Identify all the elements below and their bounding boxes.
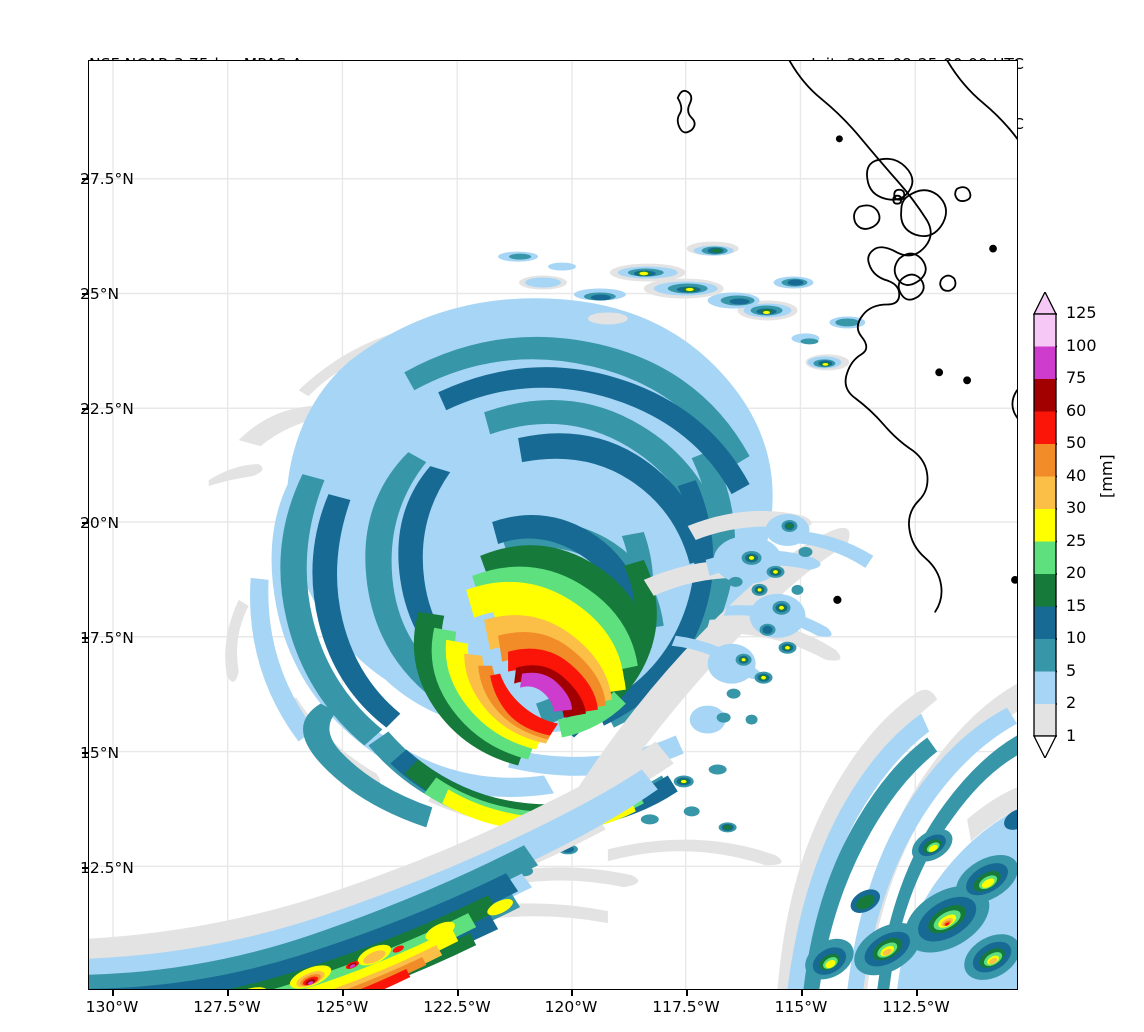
ytick-mark <box>82 408 88 410</box>
cbar-label-25: 25 <box>1066 531 1087 550</box>
cbar-label-50: 50 <box>1066 433 1087 452</box>
xtick-mark <box>571 990 573 996</box>
xtick-label-125w: 125°W <box>315 998 369 1016</box>
xtick-label-122p5w: 122.5°W <box>423 998 491 1016</box>
cbar-label-1: 1 <box>1066 726 1077 745</box>
colorbar-unit-label: [mm] <box>1097 454 1116 498</box>
cbar-label-15: 15 <box>1066 596 1087 615</box>
colorbar-gradient <box>1033 292 1057 758</box>
xtick-label-130w: 130°W <box>85 998 139 1016</box>
gulf-cellular-showers <box>689 514 813 734</box>
xtick-mark <box>112 990 114 996</box>
colorbar <box>1033 292 1057 758</box>
xtick-mark <box>342 990 344 996</box>
cbar-label-30: 30 <box>1066 498 1087 517</box>
xtick-mark <box>227 990 229 996</box>
cbar-label-20: 20 <box>1066 563 1087 582</box>
cbar-label-125: 125 <box>1066 303 1097 322</box>
ytick-mark <box>82 637 88 639</box>
ytick-mark <box>82 522 88 524</box>
southeast-convection <box>777 683 1017 989</box>
cbar-label-60: 60 <box>1066 401 1087 420</box>
coastline <box>676 61 1017 613</box>
cbar-label-75: 75 <box>1066 368 1087 387</box>
xtick-mark <box>686 990 688 996</box>
cbar-label-5: 5 <box>1066 661 1077 680</box>
cbar-label-100: 100 <box>1066 336 1097 355</box>
xtick-label-117p5w: 117.5°W <box>652 998 720 1016</box>
xtick-mark <box>916 990 918 996</box>
xtick-label-127p5w: 127.5°W <box>193 998 261 1016</box>
xtick-label-112p5w: 112.5°W <box>882 998 950 1016</box>
xtick-mark <box>801 990 803 996</box>
xtick-label-115w: 115°W <box>774 998 828 1016</box>
ytick-mark <box>82 293 88 295</box>
map-plot-area <box>88 60 1018 990</box>
ytick-mark <box>82 752 88 754</box>
tropical-cyclone-precip <box>208 298 773 832</box>
northern-scattered-cells <box>498 241 866 371</box>
cbar-label-10: 10 <box>1066 628 1087 647</box>
ytick-mark <box>82 867 88 869</box>
cbar-label-2: 2 <box>1066 693 1077 712</box>
xtick-label-120w: 120°W <box>544 998 598 1016</box>
precipitation-contour-map <box>89 61 1017 989</box>
ytick-mark <box>82 178 88 180</box>
xtick-mark <box>457 990 459 996</box>
cbar-label-40: 40 <box>1066 466 1087 485</box>
itcz-band-southwest <box>89 741 674 989</box>
